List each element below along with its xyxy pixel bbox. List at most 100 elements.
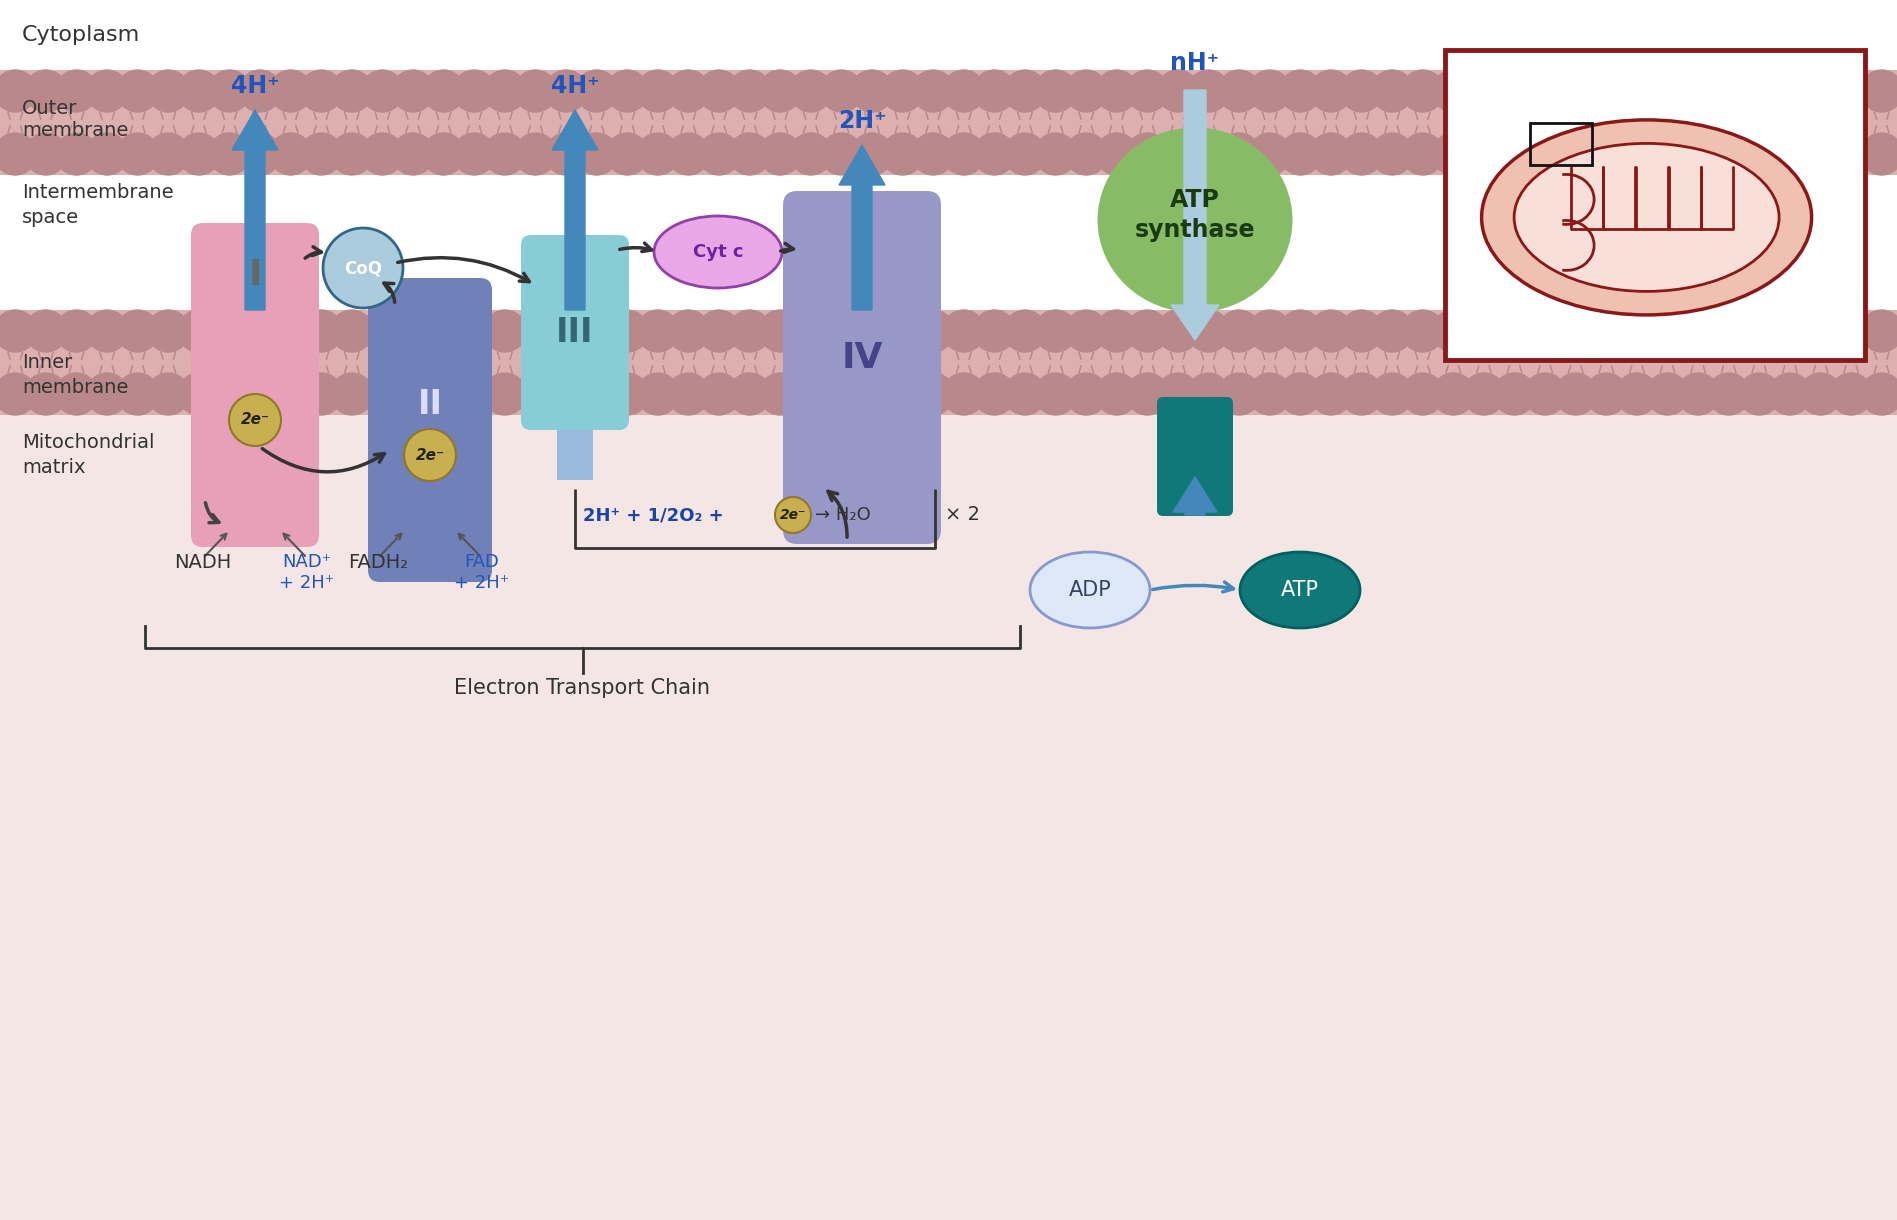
- Circle shape: [423, 310, 465, 353]
- Circle shape: [1218, 70, 1260, 112]
- Circle shape: [300, 373, 341, 415]
- Circle shape: [514, 373, 556, 415]
- Circle shape: [1738, 133, 1779, 174]
- Circle shape: [1096, 70, 1138, 112]
- Circle shape: [1034, 70, 1077, 112]
- Circle shape: [759, 133, 801, 174]
- Text: Outer
membrane: Outer membrane: [23, 100, 129, 140]
- Circle shape: [1341, 310, 1383, 353]
- Circle shape: [943, 373, 985, 415]
- Circle shape: [882, 133, 924, 174]
- FancyArrowPatch shape: [829, 492, 848, 537]
- Circle shape: [1096, 373, 1138, 415]
- Text: 4H⁺: 4H⁺: [231, 74, 279, 98]
- Circle shape: [668, 70, 709, 112]
- Circle shape: [423, 133, 465, 174]
- Circle shape: [1188, 310, 1229, 353]
- Circle shape: [1556, 373, 1597, 415]
- Circle shape: [1248, 310, 1290, 353]
- Circle shape: [912, 133, 954, 174]
- Circle shape: [330, 133, 374, 174]
- Circle shape: [1311, 133, 1353, 174]
- Circle shape: [239, 310, 281, 353]
- Circle shape: [330, 373, 374, 415]
- Circle shape: [759, 373, 801, 415]
- Text: Intermembrane
space: Intermembrane space: [23, 183, 175, 227]
- Ellipse shape: [1482, 120, 1812, 315]
- Circle shape: [1279, 310, 1322, 353]
- Circle shape: [637, 373, 679, 415]
- Circle shape: [404, 429, 455, 481]
- Circle shape: [973, 133, 1015, 174]
- Circle shape: [55, 373, 97, 415]
- Circle shape: [1157, 133, 1199, 174]
- Circle shape: [943, 310, 985, 353]
- Circle shape: [882, 70, 924, 112]
- Circle shape: [1034, 133, 1077, 174]
- Circle shape: [1157, 310, 1199, 353]
- Circle shape: [1402, 70, 1444, 112]
- Circle shape: [1066, 133, 1108, 174]
- Circle shape: [178, 133, 220, 174]
- FancyArrowPatch shape: [1153, 582, 1233, 592]
- Text: FAD
+ 2H⁺: FAD + 2H⁺: [455, 553, 510, 592]
- Circle shape: [789, 310, 831, 353]
- Circle shape: [1279, 70, 1322, 112]
- Circle shape: [789, 133, 831, 174]
- Circle shape: [85, 133, 129, 174]
- Circle shape: [1861, 373, 1897, 415]
- Circle shape: [209, 373, 250, 415]
- Circle shape: [759, 70, 801, 112]
- Circle shape: [1586, 70, 1628, 112]
- Circle shape: [1800, 373, 1842, 415]
- Circle shape: [1188, 70, 1229, 112]
- FancyArrow shape: [1170, 90, 1220, 340]
- Circle shape: [1463, 310, 1504, 353]
- Circle shape: [1707, 133, 1749, 174]
- FancyBboxPatch shape: [0, 0, 1897, 70]
- Circle shape: [55, 133, 97, 174]
- Circle shape: [362, 373, 404, 415]
- Circle shape: [668, 310, 709, 353]
- FancyBboxPatch shape: [558, 415, 594, 479]
- Circle shape: [25, 373, 66, 415]
- Circle shape: [1034, 310, 1077, 353]
- Circle shape: [728, 373, 770, 415]
- Circle shape: [1157, 373, 1199, 415]
- Circle shape: [1279, 133, 1322, 174]
- Circle shape: [1707, 310, 1749, 353]
- FancyArrowPatch shape: [262, 449, 385, 472]
- Text: × 2: × 2: [945, 505, 981, 525]
- Text: Electron Transport Chain: Electron Transport Chain: [455, 678, 711, 698]
- Circle shape: [453, 70, 495, 112]
- Circle shape: [1556, 310, 1597, 353]
- Text: ATP
synthase: ATP synthase: [1134, 188, 1256, 242]
- FancyArrow shape: [1172, 477, 1218, 515]
- Circle shape: [1066, 373, 1108, 415]
- Circle shape: [178, 70, 220, 112]
- Circle shape: [1738, 70, 1779, 112]
- Circle shape: [239, 70, 281, 112]
- Circle shape: [300, 133, 341, 174]
- Circle shape: [544, 373, 586, 415]
- FancyBboxPatch shape: [0, 415, 1897, 1220]
- Ellipse shape: [1098, 128, 1292, 312]
- Circle shape: [0, 70, 36, 112]
- Circle shape: [1402, 373, 1444, 415]
- FancyBboxPatch shape: [522, 235, 630, 429]
- Circle shape: [453, 133, 495, 174]
- Circle shape: [484, 310, 525, 353]
- Ellipse shape: [1241, 551, 1360, 628]
- Ellipse shape: [1514, 144, 1779, 292]
- Circle shape: [1677, 133, 1719, 174]
- Circle shape: [393, 373, 434, 415]
- Circle shape: [1066, 70, 1108, 112]
- Circle shape: [300, 70, 341, 112]
- Circle shape: [55, 310, 97, 353]
- Circle shape: [1127, 310, 1169, 353]
- Circle shape: [820, 373, 863, 415]
- Circle shape: [776, 497, 812, 533]
- Circle shape: [1096, 310, 1138, 353]
- Circle shape: [1647, 70, 1688, 112]
- Circle shape: [789, 373, 831, 415]
